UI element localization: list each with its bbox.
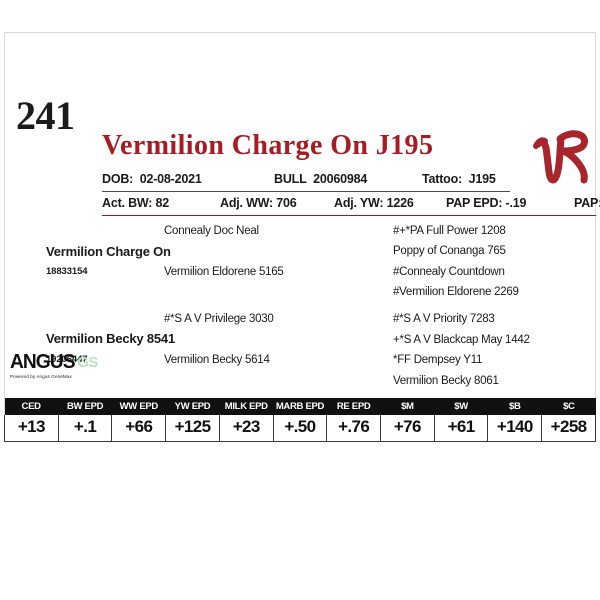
sire-granddam: Vermilion Eldorene 5165	[164, 266, 284, 278]
dam-name: Vermilion Becky 8541	[46, 331, 175, 346]
act-bw-value: Act. BW: 82	[102, 196, 170, 210]
epd-header-marb: MARB EPD	[273, 398, 328, 415]
sire-name: Vermilion Charge On	[46, 244, 171, 259]
animal-name: Vermilion Charge On J195	[102, 130, 434, 161]
sire-grandsire: Connealy Doc Neal	[164, 225, 259, 237]
dam-great-grandsire-2: *FF Dempsey Y11	[393, 354, 483, 366]
dam-great-granddam-1: +*S A V Blackcap May 1442	[393, 334, 530, 346]
epd-header-c: $C	[541, 398, 596, 415]
sex-label: BULL	[274, 172, 307, 186]
measurements-row: Act. BW: 82 Adj. WW: 706 Adj. YW: 1226 P…	[102, 196, 600, 216]
dam-grandsire: #*S A V Privilege 3030	[164, 313, 274, 325]
epd-value-c: +258	[541, 415, 596, 442]
dam-registration: 19206447	[46, 354, 88, 365]
epd-header-ced: CED	[4, 398, 59, 415]
sire-registration: 18833154	[46, 266, 88, 277]
angus-gs-suffix: GS	[77, 354, 98, 371]
sire-great-granddam-1: Poppy of Conanga 765	[393, 245, 506, 257]
dam-great-grandsire-1: #*S A V Priority 7283	[393, 313, 495, 325]
epd-value-ww: +66	[111, 415, 167, 442]
epd-value-ced: +13	[4, 415, 59, 442]
dob-label: DOB:	[102, 172, 134, 186]
angus-tagline: Powered by Angus GeneMax	[10, 374, 72, 379]
sex-registration-field: BULL 20060984	[274, 172, 367, 186]
pap-label: PAP:	[574, 196, 600, 210]
sire-great-granddam-2: #Vermilion Eldorene 2269	[393, 286, 519, 298]
adj-yw-value: Adj. YW: 1226	[334, 196, 414, 210]
epd-header-w: $W	[434, 398, 489, 415]
epd-header-row: CED BW EPD WW EPD YW EPD MILK EPD MARB E…	[4, 398, 596, 415]
dob-field: DOB: 02-08-2021	[102, 172, 202, 186]
epd-header-b: $B	[487, 398, 543, 415]
epd-header-milk: MILK EPD	[219, 398, 274, 415]
angus-wordmark: ANGUS	[10, 351, 76, 373]
identity-row: DOB: 02-08-2021 BULL 20060984 Tattoo: J1…	[102, 172, 510, 192]
epd-value-b: +140	[487, 415, 543, 442]
angus-gs-logo: ANGUS GS Powered by Angus GeneMax	[10, 352, 102, 386]
dam-granddam: Vermilion Becky 5614	[164, 354, 270, 366]
dam-great-granddam-2: Vermilion Becky 8061	[393, 375, 499, 387]
tattoo-value: J195	[468, 172, 496, 186]
epd-value-w: +61	[433, 415, 489, 442]
sire-great-grandsire-1: #+*PA Full Power 1208	[393, 225, 506, 237]
epd-value-bw: +.1	[57, 415, 113, 442]
card-frame	[4, 32, 596, 436]
epd-header-m: $M	[380, 398, 435, 415]
epd-value-re: +.76	[326, 415, 382, 442]
epd-table: CED BW EPD WW EPD YW EPD MILK EPD MARB E…	[4, 398, 596, 442]
epd-header-bw: BW EPD	[58, 398, 113, 415]
epd-header-ww: WW EPD	[111, 398, 167, 415]
dob-value: 02-08-2021	[139, 172, 202, 186]
header	[0, 0, 600, 90]
adj-ww-value: Adj. WW: 706	[220, 196, 297, 210]
registration-number: 20060984	[313, 172, 368, 186]
tattoo-label: Tattoo:	[422, 172, 463, 186]
sire-great-grandsire-2: #Connealy Countdown	[393, 266, 505, 278]
epd-header-yw: YW EPD	[165, 398, 220, 415]
epd-value-milk: +23	[218, 415, 274, 442]
epd-value-yw: +125	[165, 415, 220, 442]
lot-number: 241	[16, 93, 75, 138]
tattoo-field: Tattoo: J195	[422, 172, 496, 186]
pap-epd-value: PAP EPD: -.19	[446, 196, 527, 210]
epd-value-m: +76	[380, 415, 435, 442]
vr-brand-logo-icon	[533, 126, 593, 188]
epd-header-re: RE EPD	[326, 398, 382, 415]
epd-value-marb: +.50	[272, 415, 328, 442]
epd-value-row: +13 +.1 +66 +125 +23 +.50 +.76 +76 +61 +…	[4, 415, 596, 442]
